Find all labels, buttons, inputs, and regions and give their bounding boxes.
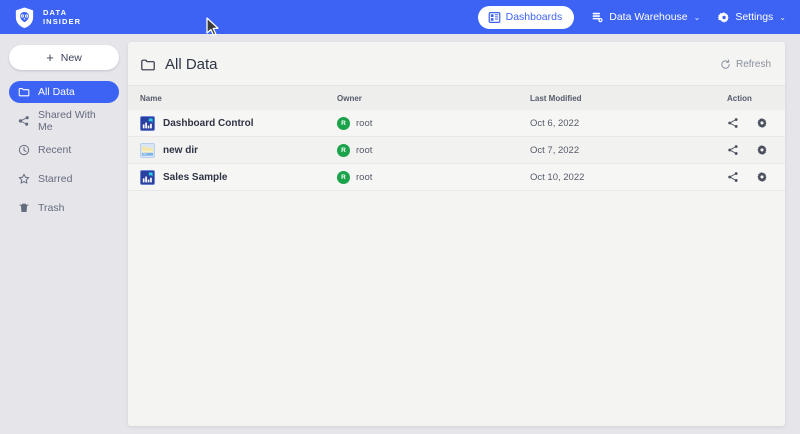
sidebar-item-starred[interactable]: Starred: [9, 168, 119, 190]
sidebar-item-shared-with-me-label: Shared With Me: [38, 109, 96, 133]
owner-label: root: [356, 117, 373, 129]
avatar: R: [337, 116, 350, 130]
dashboard-grid-icon: [488, 11, 501, 24]
main-content: All Data Refresh Name Owner Last Modifie…: [128, 34, 800, 434]
avatar: R: [337, 170, 350, 184]
sidebar-item-trash-label: Trash: [38, 202, 65, 214]
refresh-label: Refresh: [735, 59, 771, 70]
file-name-label: Sales Sample: [163, 171, 228, 183]
chevron-down-icon: ⌄: [693, 12, 701, 22]
gear-icon[interactable]: [756, 144, 768, 156]
file-name-label: Dashboard Control: [163, 117, 254, 129]
cell-actions: [724, 144, 773, 156]
column-header-owner: Owner: [337, 93, 362, 103]
cell-actions: [724, 117, 773, 129]
sidebar-item-all-data-label: All Data: [38, 86, 75, 98]
nav-item-dashboards-label: Dashboards: [505, 11, 563, 23]
gear-icon[interactable]: [756, 171, 768, 183]
sidebar-item-starred-label: Starred: [38, 173, 73, 185]
cell-owner: R root: [337, 116, 530, 130]
new-button[interactable]: + New: [9, 45, 119, 70]
nav-item-settings[interactable]: Settings ⌄: [717, 11, 786, 24]
brand-line-2: INSIDER: [43, 17, 82, 26]
top-nav-items: Dashboards Data Warehouse ⌄: [477, 5, 786, 29]
sidebar-item-recent[interactable]: Recent: [9, 139, 119, 161]
nav-item-settings-label: Settings: [735, 11, 774, 23]
column-header-name: Name: [140, 93, 162, 103]
cell-owner: R root: [337, 170, 530, 184]
share-icon[interactable]: [727, 171, 739, 183]
chevron-down-icon: ⌄: [779, 12, 786, 22]
folder-icon: [18, 86, 30, 98]
cell-owner: R root: [337, 143, 530, 157]
data-card: All Data Refresh Name Owner Last Modifie…: [128, 42, 785, 426]
database-icon: [591, 11, 604, 24]
page-title: All Data: [165, 56, 218, 73]
gear-icon[interactable]: [756, 117, 768, 129]
share-icon[interactable]: [727, 117, 739, 129]
plus-icon: +: [46, 50, 54, 65]
share-icon[interactable]: [727, 144, 739, 156]
sidebar: + New All Data Shared With Me: [0, 34, 128, 434]
nav-item-data-warehouse-label: Data Warehouse: [609, 11, 688, 23]
table-header-row: Name Owner Last Modified Action: [128, 86, 785, 110]
dashboard-file-icon: [140, 115, 155, 131]
app-body: + New All Data Shared With Me: [0, 34, 800, 434]
top-navigation-bar: DATA INSIDER Dashboards: [0, 0, 800, 36]
sidebar-item-trash[interactable]: Trash: [9, 197, 119, 219]
share-nodes-icon: [18, 115, 30, 127]
table-row[interactable]: Sales Sample R root Oct 10, 2022: [128, 164, 785, 191]
nav-item-data-warehouse[interactable]: Data Warehouse ⌄: [591, 11, 700, 24]
sidebar-item-all-data[interactable]: All Data: [9, 81, 119, 103]
folder-icon: [140, 57, 156, 73]
owner-label: root: [356, 171, 373, 183]
dashboard-file-icon: [140, 169, 155, 185]
column-header-action: Action: [727, 93, 752, 103]
page-title-group: All Data: [140, 56, 218, 73]
trash-icon: [18, 202, 30, 214]
file-name-label: new dir: [163, 144, 199, 156]
cell-name: new dir: [140, 142, 337, 158]
cell-last-modified: Oct 7, 2022: [530, 144, 580, 156]
table-body: Dashboard Control R root Oct 6, 2022: [128, 110, 785, 426]
folder-file-icon: [140, 142, 155, 158]
table-row[interactable]: new dir R root Oct 7, 2022: [128, 137, 785, 164]
cell-last-modified: Oct 10, 2022: [530, 171, 585, 183]
cell-name: Sales Sample: [140, 169, 337, 185]
nav-item-dashboards[interactable]: Dashboards: [477, 5, 575, 29]
table-row[interactable]: Dashboard Control R root Oct 6, 2022: [128, 110, 785, 137]
cell-last-modified: Oct 6, 2022: [530, 117, 580, 129]
cell-name: Dashboard Control: [140, 115, 337, 131]
clock-icon: [18, 144, 30, 156]
brand-text: DATA INSIDER: [43, 8, 81, 27]
owner-label: root: [356, 144, 373, 156]
card-header: All Data Refresh: [128, 42, 785, 86]
refresh-icon: [720, 59, 731, 70]
avatar: R: [337, 143, 350, 157]
owl-shield-icon: [13, 6, 36, 29]
refresh-button[interactable]: Refresh: [720, 59, 771, 70]
brand-logo[interactable]: DATA INSIDER: [13, 6, 81, 29]
cell-actions: [724, 171, 773, 183]
column-header-last-modified: Last Modified: [530, 93, 582, 103]
star-icon: [18, 173, 30, 185]
sidebar-item-recent-label: Recent: [38, 144, 72, 156]
new-button-label: New: [60, 51, 82, 64]
brand-line-1: DATA: [43, 7, 68, 17]
sidebar-item-shared-with-me[interactable]: Shared With Me: [9, 109, 119, 133]
gear-icon: [717, 11, 730, 24]
